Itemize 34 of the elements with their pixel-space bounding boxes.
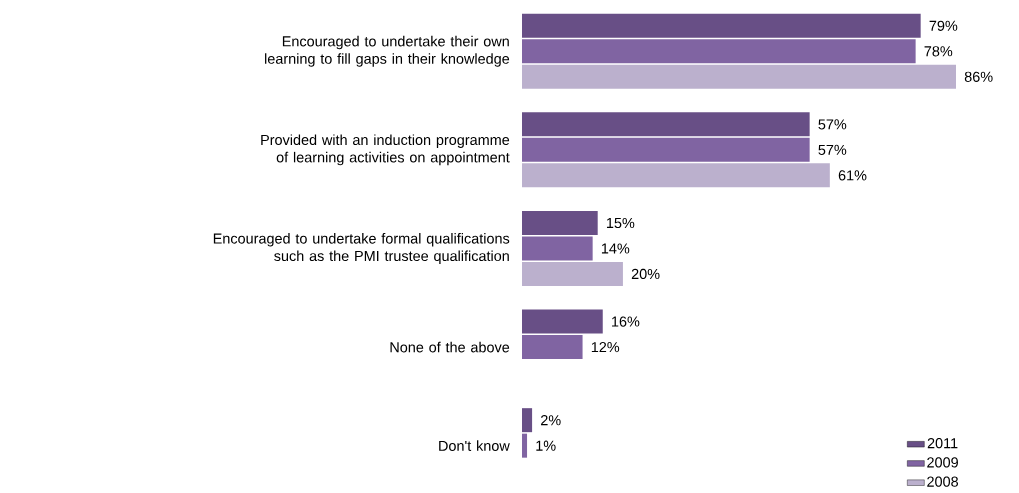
data-label: 14% bbox=[601, 243, 630, 254]
data-label: 2% bbox=[541, 415, 561, 426]
bar bbox=[522, 261, 623, 286]
legend-label: 2008 bbox=[927, 476, 959, 487]
y-tick-label: Encouraged to undertake their own learning to fill gaps in their knowledge bbox=[265, 35, 510, 67]
data-label: 79% bbox=[929, 20, 958, 31]
y-tick-label: Don't know bbox=[439, 440, 510, 451]
bar bbox=[522, 163, 830, 188]
data-label: 1% bbox=[536, 440, 556, 451]
y-tick-label: Provided with an induction programme of learning activities on appointment bbox=[261, 134, 510, 166]
bar bbox=[522, 433, 528, 458]
bar bbox=[522, 210, 598, 235]
bar bbox=[522, 137, 810, 162]
bar bbox=[522, 335, 583, 360]
data-label: 57% bbox=[818, 144, 847, 155]
data-label: 78% bbox=[924, 46, 953, 57]
data-label: 61% bbox=[838, 170, 867, 181]
data-label: 16% bbox=[612, 316, 640, 327]
bar bbox=[522, 236, 593, 261]
bar bbox=[522, 64, 956, 89]
legend-label: 2011 bbox=[927, 438, 958, 449]
bar bbox=[522, 112, 810, 137]
bar bbox=[522, 309, 603, 334]
bar bbox=[522, 408, 533, 433]
data-label: 57% bbox=[818, 119, 847, 130]
data-label: 15% bbox=[606, 217, 635, 229]
data-label: 20% bbox=[631, 268, 660, 280]
data-label: 12% bbox=[591, 341, 620, 353]
bar bbox=[522, 13, 921, 38]
bar bbox=[522, 39, 916, 64]
y-tick-label: None of the above bbox=[390, 341, 510, 353]
legend-label: 2009 bbox=[927, 457, 958, 468]
y-tick-label: Encouraged to undertake formal qualifications such as the PMI trustee qualification bbox=[213, 233, 510, 264]
data-label: 86% bbox=[964, 71, 993, 82]
